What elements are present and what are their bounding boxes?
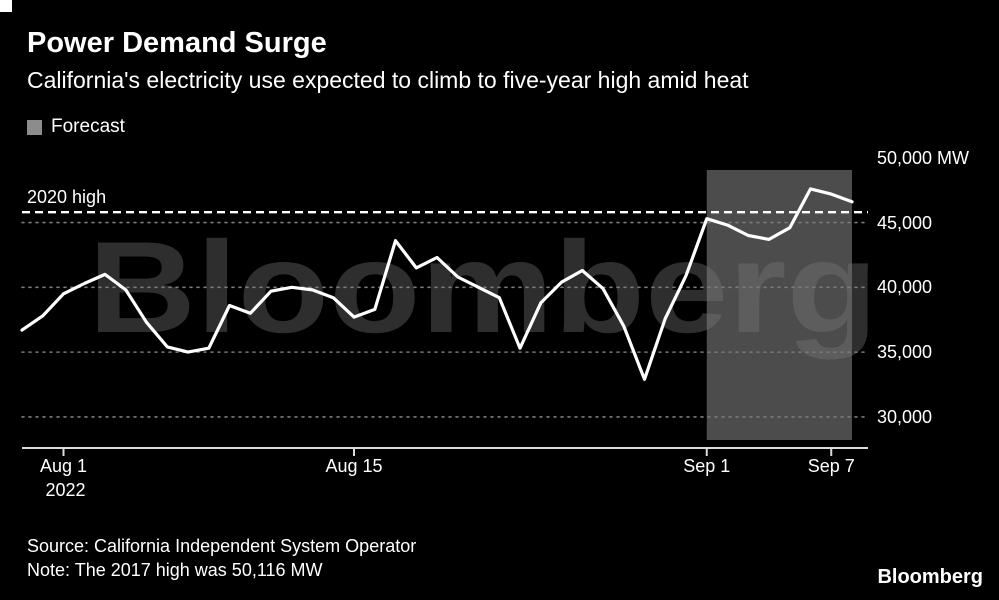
y-axis-tick-label: 30,000 bbox=[877, 406, 933, 427]
demand-line-series bbox=[20, 187, 854, 381]
forecast-legend-swatch bbox=[27, 119, 42, 135]
source-note: Source: California Independent System Op… bbox=[27, 536, 417, 556]
chart-subtitle: California's electricity use expected to… bbox=[27, 67, 749, 93]
corner-marker bbox=[0, 0, 12, 12]
x-axis-tick-label: Aug 15 bbox=[325, 456, 383, 476]
y-axis-tick-label: 35,000 bbox=[877, 342, 933, 363]
series-layer bbox=[20, 187, 854, 381]
forecast-legend-label: Forecast bbox=[51, 116, 125, 137]
y-axis-tick-label: 50,000 MW bbox=[877, 147, 970, 168]
forecast-band-layer bbox=[706, 170, 852, 440]
x-axis-tick-label: Sep 1 bbox=[683, 456, 731, 476]
forecast-band bbox=[706, 170, 852, 440]
x-axis-tick-label: Sep 7 bbox=[807, 456, 855, 476]
reference-line-label: 2020 high bbox=[27, 187, 107, 207]
y-axis-tick-label: 40,000 bbox=[877, 277, 933, 298]
bloomberg-logo: Bloomberg bbox=[877, 566, 983, 588]
legend: Forecast bbox=[27, 116, 125, 138]
x-axis-year-label: 2022 bbox=[45, 480, 86, 500]
gridline-layer bbox=[21, 210, 869, 456]
chart-title: Power Demand Surge bbox=[27, 27, 327, 59]
y-axis-tick-label: 45,000 bbox=[877, 212, 933, 233]
footnote: Note: The 2017 high was 50,116 MW bbox=[27, 560, 323, 580]
x-axis-tick-label: Aug 1 bbox=[39, 456, 88, 476]
